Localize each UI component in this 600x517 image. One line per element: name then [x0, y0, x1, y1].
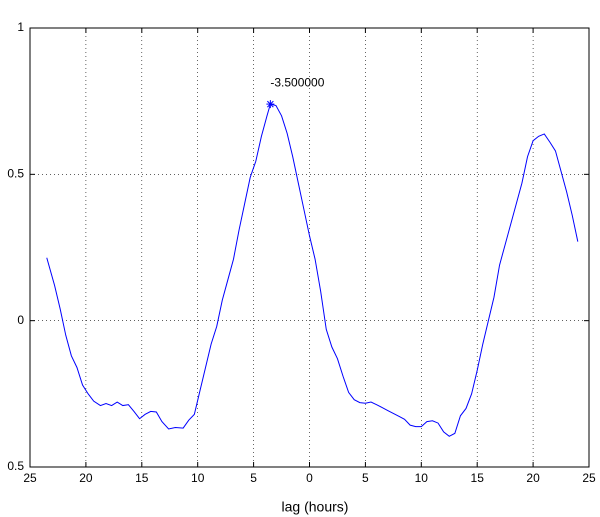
y-tick-label: 0 [17, 313, 24, 327]
y-tick-label: 0.5 [7, 459, 24, 473]
x-tick-label: 0 [306, 471, 313, 485]
y-tick-label: 0.5 [7, 167, 24, 181]
x-tick-label: 10 [191, 471, 205, 485]
x-tick-label: 25 [23, 471, 37, 485]
x-tick-label: 5 [362, 471, 369, 485]
plot-frame [29, 27, 590, 468]
annotation: -3.500000 [270, 75, 324, 89]
x-tick-label: 10 [415, 471, 429, 485]
x-axis-label: lag (hours) [282, 499, 349, 515]
x-tick-label: 15 [135, 471, 149, 485]
x-tick-label: 25 [582, 471, 596, 485]
peak-marker [266, 100, 275, 109]
data-line [46, 103, 579, 437]
x-tick-label: 15 [471, 471, 485, 485]
y-tick-label: 1 [17, 20, 24, 34]
x-tick-label: 20 [526, 471, 540, 485]
x-tick-label: 5 [250, 471, 257, 485]
x-tick-label: 20 [79, 471, 93, 485]
